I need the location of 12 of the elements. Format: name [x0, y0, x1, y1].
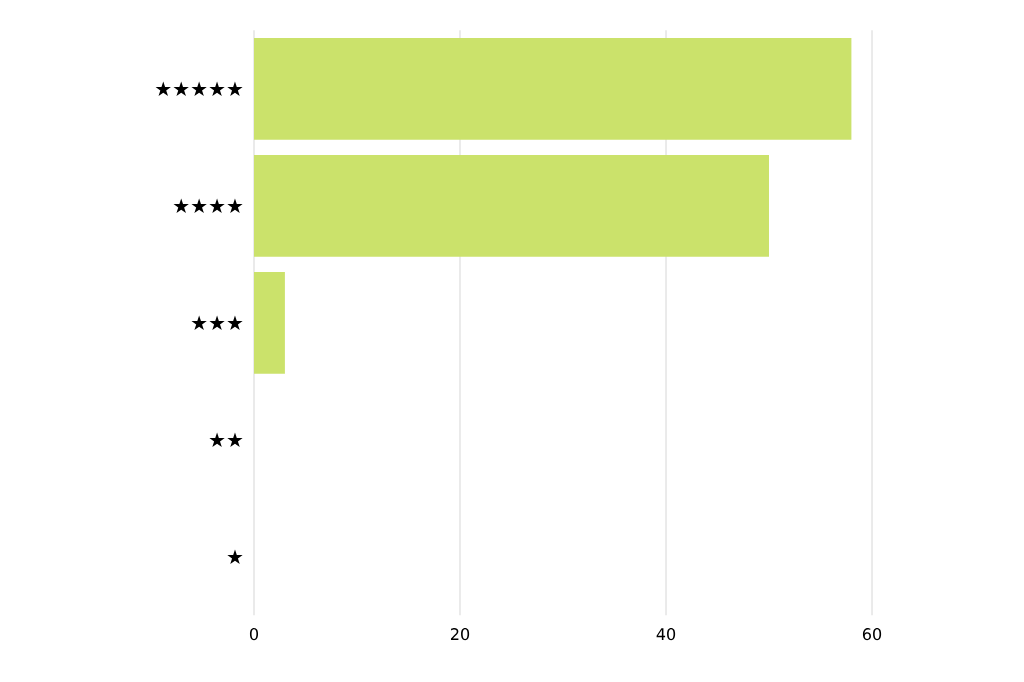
y-tick-label: ★★	[209, 432, 243, 448]
bar	[254, 154, 769, 257]
x-tick-label: 20	[450, 628, 470, 641]
bar	[254, 271, 285, 374]
y-tick-label: ★★★	[191, 315, 243, 331]
y-tick-label: ★★★★★	[155, 81, 243, 97]
x-tick-label: 0	[249, 628, 259, 641]
y-tick-label: ★	[227, 549, 243, 565]
bar	[254, 37, 852, 140]
x-tick-label: 60	[862, 628, 882, 641]
x-tick-label: 40	[656, 628, 676, 641]
y-tick-label: ★★★★	[173, 198, 243, 214]
